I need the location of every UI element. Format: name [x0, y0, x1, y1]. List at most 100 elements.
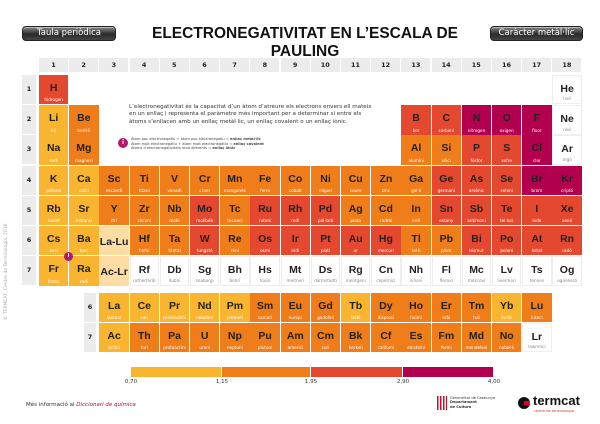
element-ce[interactable]: Ce ceri [129, 293, 159, 323]
element-at[interactable]: At àstat [522, 226, 552, 256]
element-cf[interactable]: Cf californi [371, 323, 401, 353]
element-lu[interactable]: Lu luteci [522, 293, 552, 323]
element-pm[interactable]: Pm prometi [220, 293, 250, 323]
element-pr[interactable]: Pr praseodimi [159, 293, 190, 323]
element-yb[interactable]: Yb iterbi [492, 293, 522, 323]
element-ag[interactable]: Ag plata [341, 195, 371, 226]
element-ac[interactable]: Ac actini [99, 323, 129, 353]
element-sm[interactable]: Sm samari [250, 293, 280, 323]
periodic-table-button[interactable]: Taula periòdica [22, 26, 116, 41]
element-rg[interactable]: Rg roentgeni [341, 256, 371, 286]
element-ir[interactable]: Ir iridi [280, 226, 310, 256]
element-db[interactable]: Db dubni [159, 256, 190, 286]
element-si[interactable]: Si silici [431, 135, 461, 165]
dictionary-link[interactable]: Diccionari de química [76, 402, 136, 408]
element-cs[interactable]: Cs cesi [39, 226, 69, 256]
element-as[interactable]: As arsènic [461, 165, 492, 195]
element-dy[interactable]: Dy disprosi [371, 293, 401, 323]
element-tb[interactable]: Tb terbi [341, 293, 371, 323]
element-es[interactable]: Es einsteini [401, 323, 431, 353]
element-hs[interactable]: Hs hassi [250, 256, 280, 286]
element-eu[interactable]: Eu europi [280, 293, 310, 323]
info-icon-fblock[interactable]: i [64, 252, 73, 261]
element-bh[interactable]: Bh bohri [220, 256, 250, 286]
element-ds[interactable]: Ds darmstadti [310, 256, 341, 286]
element-cu[interactable]: Cu coure [341, 165, 371, 195]
element-fe[interactable]: Fe ferro [250, 165, 280, 195]
element-ra[interactable]: Ra radi [69, 256, 99, 286]
element-zn[interactable]: Zn zinc [371, 165, 401, 195]
element-am[interactable]: Am americi [280, 323, 310, 353]
element-rh[interactable]: Rh rodi [280, 195, 310, 226]
element-cd[interactable]: Cd cadmi [371, 195, 401, 226]
element-fl[interactable]: Fl flerovi [431, 256, 461, 286]
element-ts[interactable]: Ts tennes [522, 256, 552, 286]
element-re[interactable]: Re reni [220, 226, 250, 256]
element-nh[interactable]: Nh nihoni [401, 256, 431, 286]
element-pd[interactable]: Pd pal·ladi [310, 195, 341, 226]
element-ne[interactable]: Ne neó [552, 105, 582, 135]
element-na[interactable]: Na sodi [39, 135, 69, 165]
element-la[interactable]: La lantani [99, 293, 129, 323]
element-cm[interactable]: Cm curi [310, 323, 341, 353]
element-se[interactable]: Se seleni [492, 165, 522, 195]
metallic-character-button[interactable]: Caràcter metàl·lic [490, 26, 583, 41]
element-lr[interactable]: Lr lawrenci [522, 323, 552, 353]
element-ru[interactable]: Ru ruteni [250, 195, 280, 226]
element-be[interactable]: Be beril·li [69, 105, 99, 135]
element-co[interactable]: Co cobalt [280, 165, 310, 195]
element-ar[interactable]: Ar argó [552, 135, 582, 165]
element-hg[interactable]: Hg mercuri [371, 226, 401, 256]
element-zr[interactable]: Zr zirconi [129, 195, 159, 226]
element-ho[interactable]: Ho holmi [401, 293, 431, 323]
element-rb[interactable]: Rb rubidi [39, 195, 69, 226]
element-sg[interactable]: Sg seaborgi [190, 256, 220, 286]
element-bi[interactable]: Bi bismut [461, 226, 492, 256]
element-cl[interactable]: Cl clor [522, 135, 552, 165]
element-tm[interactable]: Tm tuli [461, 293, 492, 323]
element-cr[interactable]: Cr crom [190, 165, 220, 195]
element-pa[interactable]: Pa protoactini [159, 323, 190, 353]
element-mg[interactable]: Mg magnesi [69, 135, 99, 165]
element-in[interactable]: In indi [401, 195, 431, 226]
element-no[interactable]: No nobel·li [492, 323, 522, 353]
element-he[interactable]: He heli [552, 75, 582, 105]
element-nb[interactable]: Nb niobi [159, 195, 190, 226]
element-nd[interactable]: Nd neodimi [190, 293, 220, 323]
element-ca[interactable]: Ca calci [69, 165, 99, 195]
element-tc[interactable]: Tc tecneci [220, 195, 250, 226]
element-au[interactable]: Au or [341, 226, 371, 256]
element-ac-lr[interactable]: Ac-Lr [99, 256, 129, 286]
element-gd[interactable]: Gd gadolini [310, 293, 341, 323]
element-pt[interactable]: Pt platí [310, 226, 341, 256]
element-sb[interactable]: Sb antimoni [461, 195, 492, 226]
element-ni[interactable]: Ni níquel [310, 165, 341, 195]
element-pu[interactable]: Pu plutoni [250, 323, 280, 353]
element-kr[interactable]: Kr criptó [552, 165, 582, 195]
element-ti[interactable]: Ti titani [129, 165, 159, 195]
element-sr[interactable]: Sr estronci [69, 195, 99, 226]
info-icon[interactable]: i [118, 138, 128, 148]
element-bk[interactable]: Bk berkeli [341, 323, 371, 353]
element-mc[interactable]: Mc moscovi [461, 256, 492, 286]
element-fm[interactable]: Fm fermi [431, 323, 461, 353]
element-hf[interactable]: Hf hafni [129, 226, 159, 256]
element-er[interactable]: Er erbi [431, 293, 461, 323]
element-mn[interactable]: Mn manganès [220, 165, 250, 195]
element-rn[interactable]: Rn radó [552, 226, 582, 256]
element-os[interactable]: Os osmi [250, 226, 280, 256]
element-lv[interactable]: Lv livermori [492, 256, 522, 286]
element-rf[interactable]: Rf rutherfordi [129, 256, 159, 286]
